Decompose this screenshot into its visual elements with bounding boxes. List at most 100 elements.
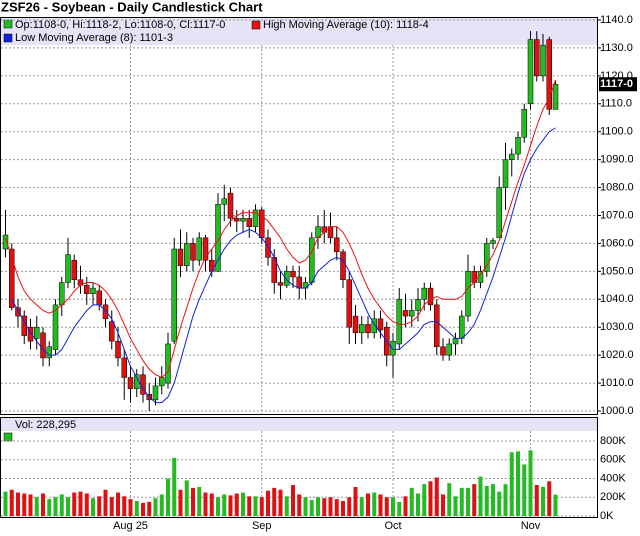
volume-bar [253, 496, 258, 516]
candle-body [527, 39, 534, 105]
candle-body [521, 109, 527, 138]
volume-bar [353, 486, 358, 516]
candle-body [346, 279, 352, 328]
volume-bar [178, 489, 183, 516]
y-tick-label: 1010.0 [600, 377, 634, 389]
volume-bar [191, 487, 195, 516]
volume-bar [266, 490, 270, 516]
volume-bar [128, 499, 133, 516]
volume-bar [147, 501, 152, 516]
volume-bar [541, 486, 545, 516]
volume-bar [334, 499, 339, 516]
candle-body [246, 218, 252, 227]
candle-body [421, 287, 427, 300]
volume-bar [428, 481, 433, 516]
candle-body [121, 357, 127, 378]
volume-tick-label: 600K [600, 454, 626, 466]
y-tick-label: 1050.0 [600, 265, 634, 277]
volume-bar [241, 492, 245, 516]
candle-body [177, 248, 184, 267]
volume-bar [197, 486, 202, 516]
volume-bar [53, 497, 58, 516]
candle-body [2, 234, 9, 250]
candle-body [496, 187, 502, 239]
volume-bar [316, 497, 320, 516]
volume-bar [516, 451, 520, 516]
candle-body [59, 282, 65, 306]
volume-bar [28, 494, 33, 516]
candle-body [290, 271, 296, 278]
volume-bar [291, 485, 295, 516]
candle-body [446, 343, 452, 356]
volume-bar [184, 480, 189, 516]
volume-bar [397, 501, 402, 516]
y-tick-label: 1040.0 [600, 293, 634, 305]
candle-body [277, 282, 284, 286]
volume-bar [366, 493, 370, 516]
y-tick-label: 1080.0 [600, 181, 634, 193]
volume-panel [0, 417, 598, 518]
candle-body [159, 377, 165, 387]
candle-body [434, 304, 440, 348]
volume-bar [234, 493, 239, 516]
volume-bar [134, 501, 139, 516]
candle-body [427, 287, 434, 306]
volume-bar [322, 498, 327, 516]
candle-body [234, 218, 240, 222]
candle-body [440, 346, 446, 356]
y-tick-label: 1110.0 [600, 98, 632, 110]
candle-body [115, 340, 121, 359]
candle-body [365, 324, 371, 334]
volume-swatch [3, 432, 13, 442]
candle-body [109, 321, 115, 342]
candle-body [209, 259, 215, 272]
volume-bar [116, 492, 120, 516]
candle-body [484, 243, 490, 272]
candle-body [40, 332, 46, 359]
volume-bar [522, 464, 527, 516]
volume-bar [103, 489, 108, 516]
volume-bar [216, 497, 220, 516]
volume-bar [403, 496, 408, 516]
candle-body [9, 248, 15, 308]
candle-body [415, 299, 421, 311]
candle-body [221, 198, 227, 205]
x-tick-label: Aug 25 [113, 520, 148, 532]
moving-average-line [5, 79, 556, 379]
y-tick-label: 1030.0 [600, 321, 634, 333]
volume-bar [416, 493, 420, 516]
y-tick-label: 1000.0 [600, 405, 634, 417]
candle-body [265, 237, 271, 258]
volume-bar [341, 501, 345, 516]
candle-body [371, 318, 377, 334]
volume-bar [409, 487, 414, 516]
candle-body [27, 326, 34, 342]
legend-swatch [251, 20, 261, 30]
candle-body [252, 209, 259, 227]
candle-body [409, 310, 415, 317]
candle-body [502, 159, 509, 188]
volume-bar [459, 487, 464, 516]
candle-body [352, 315, 359, 334]
volume-bar [91, 498, 95, 516]
volume-bar [78, 491, 83, 516]
volume-bar [247, 496, 252, 516]
candle-body [215, 204, 221, 272]
volume-bar [484, 486, 489, 516]
volume-bar [347, 497, 352, 516]
candle-body [34, 326, 40, 339]
candle-body [102, 304, 109, 320]
volume-bar [497, 491, 502, 516]
legend-band [1, 18, 597, 45]
volume-bar [491, 484, 495, 516]
volume-bar [166, 478, 170, 516]
volume-bar [141, 502, 145, 516]
candle-body [46, 346, 52, 359]
candle-body [84, 285, 90, 294]
volume-bar [534, 485, 539, 516]
legend-swatch [3, 19, 13, 29]
candle-body [202, 237, 209, 261]
volume-bar [547, 481, 552, 516]
legend-ohlc: Op:1108-0, Hi:1118-2, Lo:1108-0, Cl:1117… [15, 19, 225, 31]
candle-body [152, 385, 159, 401]
